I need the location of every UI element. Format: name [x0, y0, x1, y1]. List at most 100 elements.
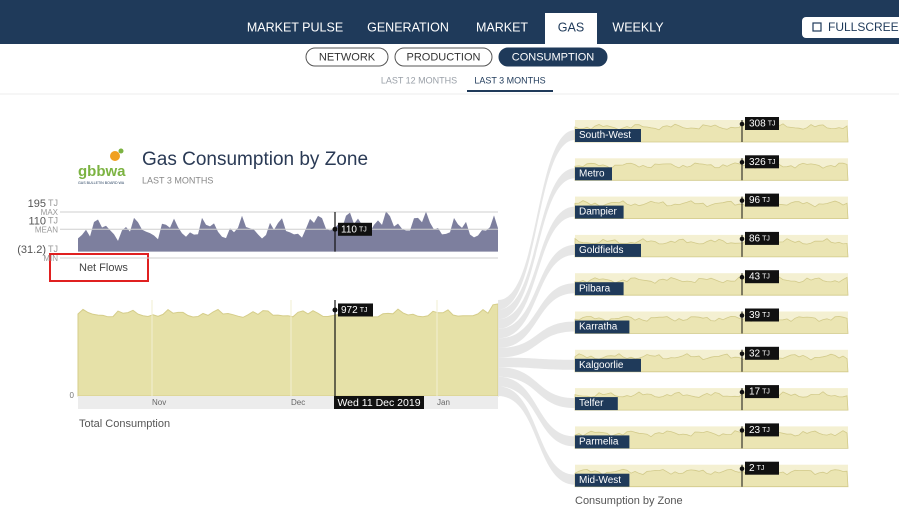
- subnav-label[interactable]: PRODUCTION: [407, 51, 481, 63]
- zone-label: Metro: [579, 168, 605, 179]
- zone-label: Dampier: [579, 207, 617, 218]
- flow-ribbon: [498, 367, 575, 409]
- subnav-pill[interactable]: [498, 47, 608, 67]
- zone-label: South-West: [579, 130, 631, 141]
- flow-ribbon: [498, 283, 575, 348]
- ref-value: 195: [28, 198, 46, 210]
- value: 308: [749, 118, 766, 129]
- zone-sparkline: [574, 391, 849, 411]
- period-tab[interactable]: LAST 3 MONTHS: [474, 75, 545, 85]
- nav-item[interactable]: GENERATION: [367, 20, 449, 34]
- zone-value-tag: [745, 117, 779, 130]
- zone-sparkline: [574, 429, 849, 449]
- value: 972: [341, 305, 358, 316]
- unit: TJ: [762, 388, 770, 395]
- subnav-label[interactable]: CONSUMPTION: [512, 51, 595, 63]
- net-flows-ref-label: 195 TJ: [28, 198, 58, 210]
- nav-item[interactable]: WEEKLY: [612, 20, 664, 34]
- zone-cursor-dot: [739, 389, 745, 395]
- value: 32: [749, 348, 761, 359]
- zone-value: 308 TJ: [749, 118, 775, 129]
- unit: TJ: [768, 120, 776, 127]
- nav-item[interactable]: MARKET: [476, 20, 528, 34]
- zone-label-bg: [575, 320, 630, 334]
- zone-value: 32 TJ: [749, 348, 770, 359]
- zone-label-bg: [575, 435, 630, 449]
- net-flows-ref-label: (31.2) TJ: [17, 244, 58, 256]
- flow-ribbon: [498, 386, 575, 485]
- zone-value-tag: [745, 308, 779, 322]
- cursor-value: 972 TJ: [341, 305, 367, 316]
- zone-value: 2 TJ: [749, 463, 764, 474]
- unit: TJ: [762, 350, 770, 357]
- ref-unit: TJ: [48, 244, 58, 254]
- net-flows-ref-kind: MEAN: [35, 225, 58, 234]
- zone-label-bg: [575, 473, 630, 487]
- fullscreen-icon: [812, 22, 822, 32]
- zone-label-bg: [575, 205, 624, 219]
- cursor-value: 110 TJ: [341, 224, 367, 235]
- net-flows-label: Net Flows: [79, 262, 128, 274]
- month-label: Nov: [152, 398, 166, 407]
- nav-item[interactable]: MARKET PULSE: [247, 20, 343, 34]
- zone-value: 43 TJ: [749, 271, 770, 282]
- cursor-dot: [332, 226, 338, 232]
- value: 39: [749, 310, 761, 321]
- zone-value-tag: [745, 231, 779, 245]
- cursor-dot: [332, 307, 338, 313]
- cursor-date-tag: [334, 396, 424, 409]
- total-consumption-area: [77, 303, 499, 397]
- zone-value-tag: [745, 461, 779, 475]
- zone-cursor-dot: [739, 313, 745, 318]
- value: 96: [749, 195, 761, 206]
- logo-text: gbbwa: [78, 163, 126, 180]
- subnav-label[interactable]: NETWORK: [319, 51, 376, 63]
- net-flows-ref-kind: MAX: [41, 208, 59, 217]
- zone-cursor-dot: [739, 351, 745, 357]
- flow-ribbon: [498, 244, 575, 339]
- subnav-pill[interactable]: [394, 47, 493, 67]
- value: 23: [749, 425, 761, 436]
- zone-label-bg: [575, 167, 612, 181]
- nav-active-bg: [545, 13, 597, 44]
- flow-ribbon: [498, 206, 575, 329]
- zone-value: 23 TJ: [749, 425, 770, 436]
- time-axis-band: [78, 396, 498, 409]
- zone-label-bg: [575, 397, 618, 411]
- zone-sparkline: [574, 162, 849, 181]
- zone-value-tag: [745, 423, 779, 437]
- unit: TJ: [757, 465, 765, 472]
- zone-label-bg: [575, 243, 641, 257]
- cursor-date: Wed 11 Dec 2019: [337, 397, 420, 409]
- zone-sparkline: [574, 315, 849, 334]
- net-flows-area: [78, 211, 498, 252]
- unit: TJ: [762, 197, 770, 204]
- flow-ribbon: [498, 321, 575, 358]
- subnav-pill[interactable]: [305, 47, 389, 67]
- logo-caption: GAS BULLETIN BOARD WA: [78, 181, 125, 185]
- ref-unit: TJ: [48, 216, 58, 226]
- net-flows-ref-label: 110 TJ: [28, 215, 58, 227]
- zone-value: 326 TJ: [749, 156, 775, 167]
- zone-label: Pilbara: [579, 283, 611, 294]
- fullscreen-button[interactable]: [802, 17, 899, 38]
- zone-value: 39 TJ: [749, 310, 770, 321]
- zone-value-tag: [745, 385, 779, 399]
- zone-label: Karratha: [579, 322, 618, 333]
- zone-label-bg: [575, 129, 641, 142]
- value: 43: [749, 271, 761, 282]
- ref-value: (31.2): [17, 244, 46, 256]
- unit: TJ: [359, 226, 367, 233]
- nav-item[interactable]: GAS: [558, 20, 584, 34]
- period-tab[interactable]: LAST 12 MONTHS: [381, 75, 457, 85]
- highlight-box: [49, 253, 149, 282]
- value: 326: [749, 156, 766, 167]
- unit: TJ: [762, 274, 770, 281]
- unit: TJ: [762, 235, 770, 242]
- zone-label: Mid-West: [579, 475, 621, 486]
- logo-icon: [110, 151, 120, 161]
- unit: TJ: [360, 307, 368, 314]
- logo-icon-dot: [118, 148, 124, 154]
